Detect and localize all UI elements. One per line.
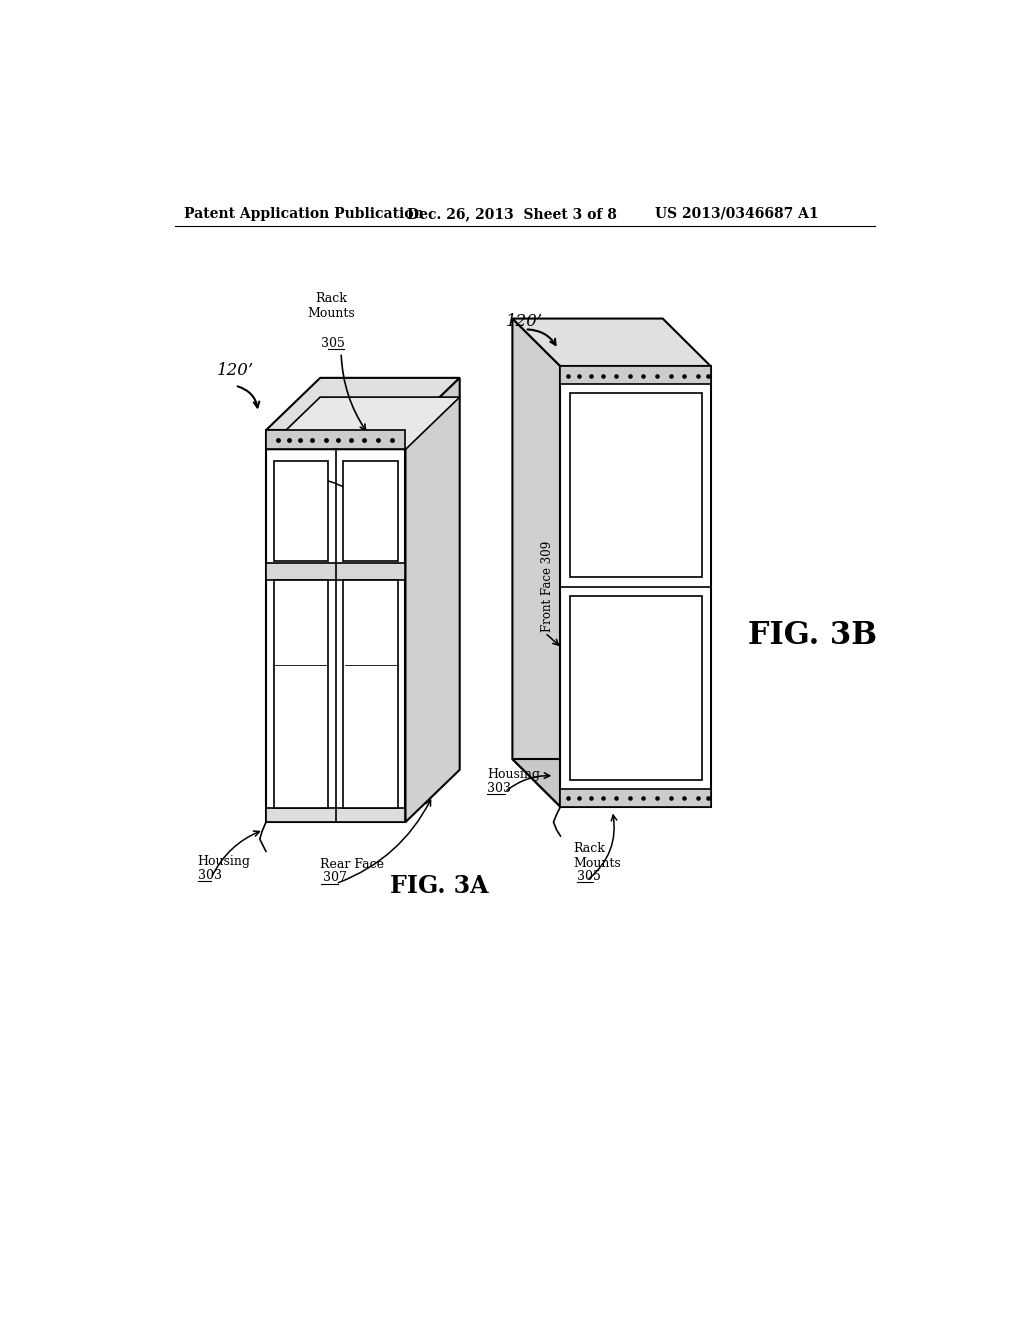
Bar [569, 595, 701, 780]
Bar [343, 461, 397, 561]
Bar [560, 789, 711, 807]
Text: 307: 307 [324, 871, 347, 884]
Text: 120’: 120’ [217, 362, 254, 379]
Bar [273, 461, 328, 561]
Text: Housing: Housing [198, 855, 251, 869]
Polygon shape [266, 430, 406, 822]
Text: 303: 303 [198, 869, 222, 882]
Text: Magazine
140c: Magazine 140c [605, 673, 667, 702]
Polygon shape [512, 759, 711, 807]
Bar [273, 579, 328, 808]
Bar [266, 808, 406, 822]
Polygon shape [560, 367, 711, 807]
Text: Patent Application Publication: Patent Application Publication [183, 207, 424, 220]
Text: 305: 305 [322, 337, 345, 350]
Text: Rear Face: Rear Face [321, 858, 384, 871]
Text: Rack
Mounts: Rack Mounts [573, 842, 622, 870]
Text: Drive CRU 220c: Drive CRU 220c [294, 645, 307, 742]
Text: Drive CRU 220d: Drive CRU 220d [365, 645, 377, 743]
Text: 120’: 120’ [506, 313, 543, 330]
Text: FIG. 3A: FIG. 3A [390, 874, 488, 898]
Text: Dec. 26, 2013  Sheet 3 of 8: Dec. 26, 2013 Sheet 3 of 8 [407, 207, 616, 220]
Bar [569, 393, 701, 577]
Text: 305: 305 [577, 870, 601, 883]
Bar [343, 579, 397, 808]
Text: Housing: Housing [486, 768, 540, 781]
Polygon shape [406, 378, 460, 822]
Text: FIG. 3B: FIG. 3B [748, 620, 877, 651]
Polygon shape [512, 318, 711, 367]
Polygon shape [512, 318, 560, 807]
Text: US 2013/0346687 A1: US 2013/0346687 A1 [655, 207, 818, 220]
Text: 303: 303 [486, 781, 511, 795]
Text: Magazine
140d: Magazine 140d [605, 471, 667, 499]
Bar [560, 367, 711, 384]
Text: Front Face 309: Front Face 309 [542, 541, 554, 632]
Text: 230: 230 [282, 462, 305, 474]
Text: Rack
Mounts: Rack Mounts [307, 292, 355, 321]
Polygon shape [266, 378, 460, 430]
Polygon shape [266, 397, 460, 449]
Bar [266, 562, 406, 579]
Polygon shape [266, 430, 406, 449]
